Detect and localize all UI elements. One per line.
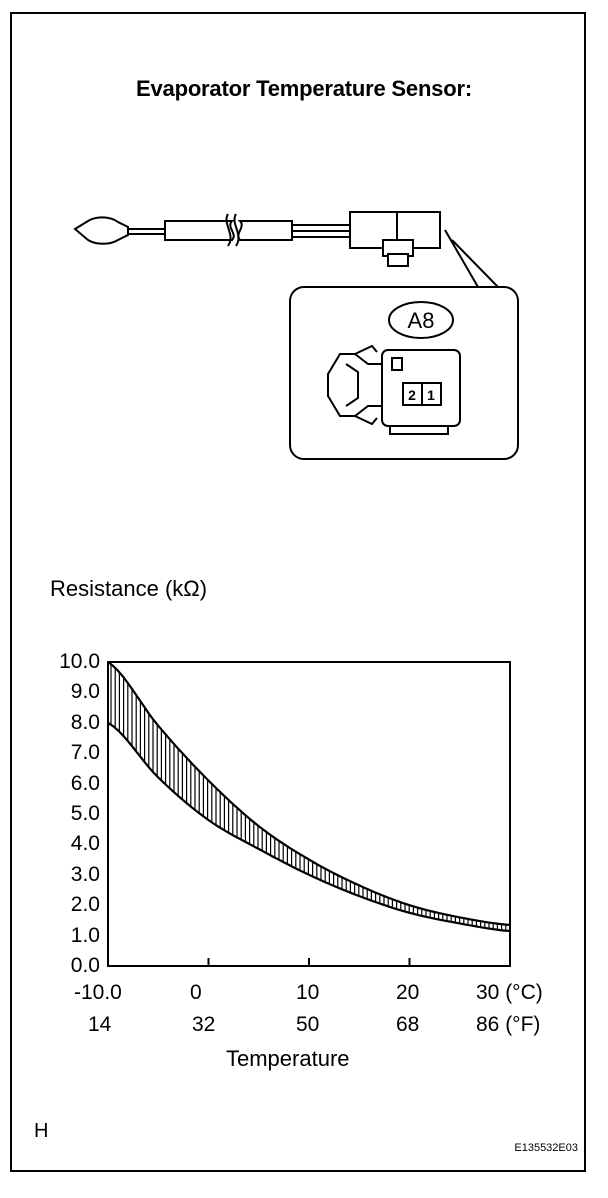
figure-title: Evaporator Temperature Sensor:: [136, 76, 472, 101]
resistance-chart: [107, 661, 511, 967]
figure-code: E135532E03: [514, 1142, 578, 1154]
x-tick-label-celsius: 0: [190, 981, 202, 1004]
sensor-probe: [73, 216, 165, 245]
x-tick-label-celsius: 10: [296, 981, 320, 1004]
pin-2-label: 2: [408, 387, 416, 403]
x-tick-label-celsius: 20: [396, 981, 420, 1004]
pin-1-label: 1: [427, 387, 435, 403]
y-tick-label: 0.0: [70, 954, 100, 977]
callout-pointer: [444, 229, 501, 288]
connector-label-bubble: [388, 301, 454, 339]
x-tick-label-fahrenheit: 50: [296, 1013, 320, 1036]
x-axis-label: Temperature: [226, 1046, 350, 1071]
x-tick-marks: [207, 958, 411, 966]
corner-mark: H: [34, 1120, 49, 1142]
lower-limit-curve: [107, 721, 511, 933]
y-tick-label: 2.0: [70, 893, 100, 917]
y-tick-label: 8.0: [70, 710, 100, 734]
x-tick-label-fahrenheit: 14: [88, 1013, 112, 1036]
connector-label: A8: [408, 308, 435, 333]
y-tick-label: 9.0: [70, 680, 100, 704]
x-tick-label-fahrenheit: 86 (°F): [476, 1013, 541, 1036]
y-axis-label: Resistance (kΩ): [50, 576, 208, 601]
figure-frame: [10, 12, 586, 1172]
x-tick-label-celsius: -10.0: [74, 981, 122, 1004]
upper-limit-curve: [107, 661, 511, 927]
y-tick-label: 6.0: [70, 771, 100, 795]
y-tick-label: 3.0: [70, 862, 100, 886]
y-tick-label: 10.0: [59, 650, 100, 673]
y-tick-label: 1.0: [70, 923, 100, 947]
y-tick-label: 7.0: [70, 741, 100, 765]
x-tick-label-fahrenheit: 32: [192, 1013, 216, 1036]
sensor-cable: [164, 213, 350, 247]
y-tick-label: 5.0: [70, 802, 100, 825]
plot-area: [107, 661, 511, 967]
x-tick-label-fahrenheit: 68: [396, 1013, 420, 1036]
connector-face: [327, 344, 461, 435]
x-tick-label-celsius: 30 (°C): [476, 981, 543, 1004]
y-tick-label: 4.0: [70, 832, 100, 856]
connector-housing: [349, 211, 441, 267]
